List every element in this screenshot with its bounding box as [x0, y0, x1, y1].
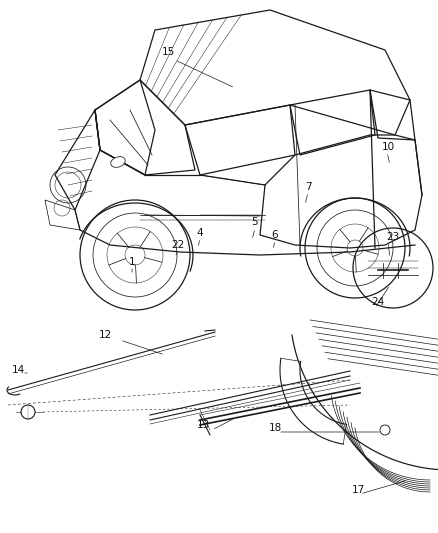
Text: 7: 7 — [305, 182, 311, 192]
Text: 13: 13 — [196, 420, 210, 430]
Ellipse shape — [111, 157, 125, 167]
Text: 14: 14 — [11, 365, 25, 375]
Text: 12: 12 — [99, 330, 112, 340]
Text: 1: 1 — [129, 257, 135, 267]
Text: 15: 15 — [161, 47, 175, 57]
Text: 4: 4 — [197, 228, 203, 238]
Text: 23: 23 — [386, 232, 399, 242]
Text: 5: 5 — [252, 217, 258, 227]
Text: 10: 10 — [381, 142, 395, 152]
Text: 22: 22 — [171, 240, 185, 250]
Text: 18: 18 — [268, 423, 282, 433]
Text: 6: 6 — [272, 230, 278, 240]
Text: 17: 17 — [351, 485, 364, 495]
Text: 24: 24 — [371, 297, 385, 307]
